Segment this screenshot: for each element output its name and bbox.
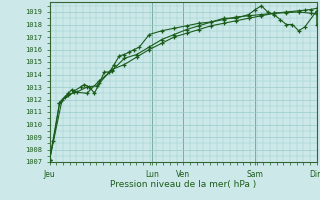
- X-axis label: Pression niveau de la mer( hPa ): Pression niveau de la mer( hPa ): [110, 180, 256, 189]
